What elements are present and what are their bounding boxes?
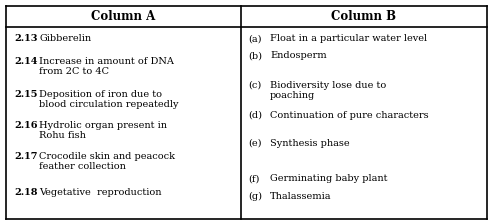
Text: (e): (e) — [248, 139, 261, 148]
Text: Crocodile skin and peacock
feather collection: Crocodile skin and peacock feather colle… — [39, 152, 176, 171]
Text: Hydrolic organ present in
Rohu fish: Hydrolic organ present in Rohu fish — [39, 121, 168, 140]
Text: 2.17: 2.17 — [15, 152, 38, 161]
FancyBboxPatch shape — [6, 6, 487, 27]
Text: (f): (f) — [248, 174, 259, 183]
Text: (a): (a) — [248, 34, 261, 44]
Text: 2.14: 2.14 — [15, 57, 38, 66]
Text: Endosperm: Endosperm — [270, 51, 327, 60]
Text: 2.13: 2.13 — [15, 34, 38, 44]
Text: Thalassemia: Thalassemia — [270, 192, 332, 201]
Text: 2.18: 2.18 — [15, 188, 38, 197]
Text: Float in a particular water level: Float in a particular water level — [270, 34, 427, 44]
Text: Synthesis phase: Synthesis phase — [270, 139, 350, 148]
Text: Column A: Column A — [91, 10, 155, 23]
Text: Gibberelin: Gibberelin — [39, 34, 92, 44]
Text: (d): (d) — [248, 111, 262, 120]
Text: (g): (g) — [248, 192, 262, 201]
Text: Vegetative  reproduction: Vegetative reproduction — [39, 188, 162, 197]
Text: Column B: Column B — [331, 10, 396, 23]
Text: Biodiversity lose due to
poaching: Biodiversity lose due to poaching — [270, 81, 387, 100]
Text: Continuation of pure characters: Continuation of pure characters — [270, 111, 429, 120]
Text: Deposition of iron due to
blood circulation repeatedly: Deposition of iron due to blood circulat… — [39, 90, 179, 109]
Text: 2.16: 2.16 — [15, 121, 38, 130]
Text: 2.15: 2.15 — [15, 90, 38, 99]
Text: (c): (c) — [248, 81, 261, 90]
Text: Increase in amount of DNA
from 2C to 4C: Increase in amount of DNA from 2C to 4C — [39, 57, 175, 76]
Text: Germinating baby plant: Germinating baby plant — [270, 174, 387, 183]
Text: (b): (b) — [248, 51, 262, 60]
